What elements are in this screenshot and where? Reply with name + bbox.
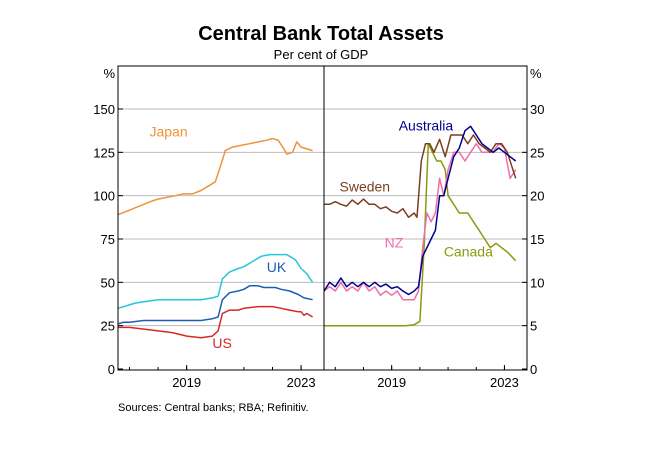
series-line-japan xyxy=(117,137,313,216)
x-tick-label: 2023 xyxy=(287,375,316,390)
y-tick-label: 25 xyxy=(530,145,544,160)
y-unit-label: % xyxy=(103,66,115,81)
chart-source: Sources: Central banks; RBA; Refinitiv. xyxy=(118,402,309,414)
x-tick-label: 2019 xyxy=(377,375,406,390)
series-line-australia xyxy=(323,125,517,296)
chart-title: Central Bank Total Assets xyxy=(198,23,444,45)
x-tick-label: 2019 xyxy=(172,375,201,390)
y-tick-label: 25 xyxy=(101,319,115,334)
y-tick-label: 5 xyxy=(530,319,537,334)
series-label-sweden: Sweden xyxy=(340,178,391,194)
y-tick-label: 100 xyxy=(93,189,115,204)
series-label-canada: Canada xyxy=(444,243,493,259)
series-line-euro-area xyxy=(117,253,314,310)
y-tick-label: 150 xyxy=(93,102,115,117)
y-tick-label: 15 xyxy=(530,232,544,247)
series-line-us xyxy=(118,305,313,339)
series-label-uk: UK xyxy=(267,259,287,275)
series-label-japan: Japan xyxy=(149,124,187,140)
series-label-nz: NZ xyxy=(385,235,404,251)
y-tick-label: 0 xyxy=(108,362,115,377)
chart-subtitle: Per cent of GDP xyxy=(274,47,369,62)
y-tick-label: 50 xyxy=(101,275,115,290)
y-tick-label: 10 xyxy=(530,275,544,290)
y-tick-label: 125 xyxy=(93,145,115,160)
right-panel: 0 5 10 15 20 25 30% 2019 2023 Canada NZ Sweden Austr… xyxy=(323,66,544,390)
y-tick-label: 30 xyxy=(530,102,544,117)
series-line-uk xyxy=(117,285,313,325)
series-label-australia: Australia xyxy=(399,118,454,134)
x-tick-label: 2023 xyxy=(490,375,519,390)
y-tick-label: 20 xyxy=(530,189,544,204)
series-line-canada xyxy=(324,142,517,327)
y-tick-label: 0 xyxy=(530,362,537,377)
series-line-nz xyxy=(323,142,517,301)
series-label-us: US xyxy=(212,335,231,351)
y-tick-label: 75 xyxy=(101,232,115,247)
y-unit-label: % xyxy=(530,66,542,81)
series-line-sweden xyxy=(324,134,517,219)
plot-frame xyxy=(117,65,528,371)
